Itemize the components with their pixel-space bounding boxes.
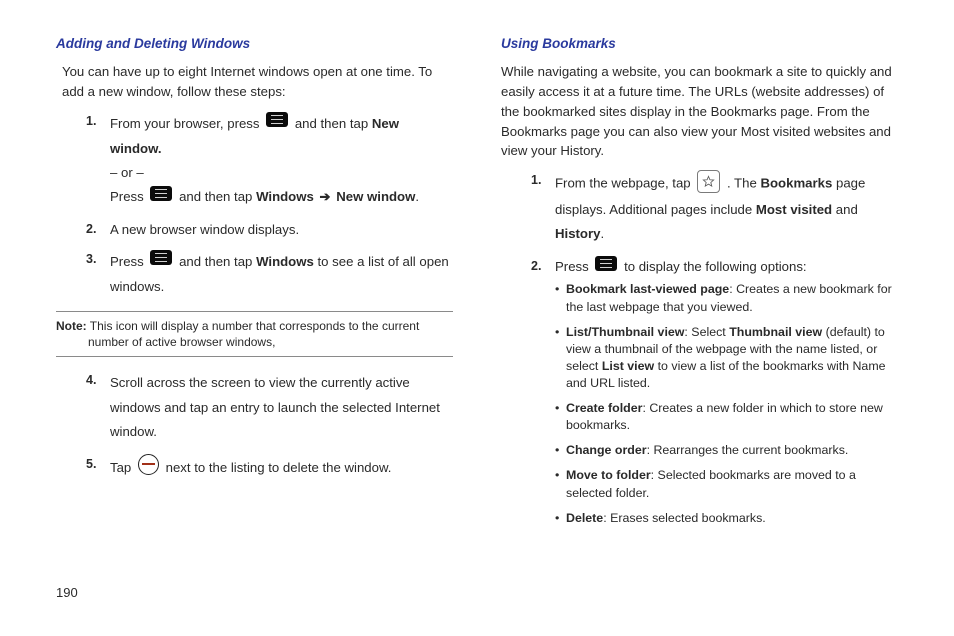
note-block: Note: This icon will display a number th… xyxy=(56,311,453,357)
steps-left-continued: 4. Scroll across the screen to view the … xyxy=(86,371,453,481)
bookmark-star-icon xyxy=(697,170,720,196)
step-4-body: Scroll across the screen to view the cur… xyxy=(110,371,453,444)
bullet-delete: Delete: Erases selected bookmarks. xyxy=(555,510,898,527)
manual-page: Adding and Deleting Windows You can have… xyxy=(0,0,954,636)
step-2-body: A new browser window displays. xyxy=(110,222,299,237)
step-1: 1. From the webpage, tap . The Bookmarks… xyxy=(531,171,898,246)
text: Press xyxy=(110,254,144,269)
windows-label: Windows xyxy=(256,189,314,204)
bullet-bookmark-last: Bookmark last-viewed page: Creates a new… xyxy=(555,281,898,315)
text: . xyxy=(600,226,604,241)
heading-using-bookmarks: Using Bookmarks xyxy=(501,34,898,54)
step-1-body: From the webpage, tap . The Bookmarks pa… xyxy=(555,171,898,246)
bullet-move-to-folder: Move to folder: Selected bookmarks are m… xyxy=(555,467,898,501)
step-number: 2. xyxy=(86,220,96,239)
menu-icon xyxy=(150,185,172,209)
text: . The xyxy=(727,176,757,191)
text: From the webpage, tap xyxy=(555,176,691,191)
text: and then tap xyxy=(179,254,252,269)
bookmarks-label: Bookmarks xyxy=(760,176,832,191)
bullet-text: : Erases selected bookmarks. xyxy=(603,511,766,525)
text: to display the following options: xyxy=(624,259,807,274)
menu-icon xyxy=(150,249,172,273)
step-1-body: From your browser, press and then tap Ne… xyxy=(110,112,453,210)
text: From your browser, press xyxy=(110,116,260,131)
step-3-body: Press and then tap Windows to see a list… xyxy=(110,250,453,299)
step-2: 2. A new browser window displays. xyxy=(86,220,453,240)
bullet-create-folder: Create folder: Creates a new folder in w… xyxy=(555,400,898,434)
text: and then tap xyxy=(179,189,252,204)
text: Press xyxy=(555,259,589,274)
close-icon xyxy=(138,454,159,481)
step-number: 1. xyxy=(531,171,541,190)
step-number: 5. xyxy=(86,455,96,474)
menu-icon xyxy=(595,256,617,277)
text: next to the listing to delete the window… xyxy=(166,460,392,475)
intro-right: While navigating a website, you can book… xyxy=(501,62,898,161)
bullet-text: : Rearranges the current bookmarks. xyxy=(647,443,849,457)
note-body: Note: This icon will display a number th… xyxy=(56,318,453,350)
bullet-bold: Create folder xyxy=(566,401,642,415)
most-visited-label: Most visited xyxy=(756,202,832,217)
text: and xyxy=(836,202,858,217)
bullet-bold: Move to folder xyxy=(566,468,651,482)
arrow-icon: ➔ xyxy=(320,185,331,209)
left-column: Adding and Deleting Windows You can have… xyxy=(56,34,453,580)
thumbnail-view-label: Thumbnail view xyxy=(729,325,822,339)
steps-left: 1. From your browser, press and then tap… xyxy=(86,112,453,299)
new-window-label: New window xyxy=(336,189,415,204)
step-number: 4. xyxy=(86,371,96,390)
menu-icon xyxy=(266,111,288,135)
step-number: 2. xyxy=(531,257,541,276)
heading-adding-deleting-windows: Adding and Deleting Windows xyxy=(56,34,453,54)
bullet-text: : Select xyxy=(684,325,729,339)
step-1: 1. From your browser, press and then tap… xyxy=(86,112,453,210)
note-text: This icon will display a number that cor… xyxy=(88,319,419,349)
steps-right: 1. From the webpage, tap . The Bookmarks… xyxy=(531,171,898,526)
history-label: History xyxy=(555,226,600,241)
list-view-label: List view xyxy=(602,359,654,373)
or-separator: – or – xyxy=(110,165,144,180)
step-4: 4. Scroll across the screen to view the … xyxy=(86,371,453,444)
step-3: 3. Press and then tap Windows to see a l… xyxy=(86,250,453,299)
note-label: Note: xyxy=(56,319,87,333)
text: Tap xyxy=(110,460,131,475)
page-columns: Adding and Deleting Windows You can have… xyxy=(0,0,954,600)
bullet-bold: Bookmark last-viewed page xyxy=(566,282,729,296)
bullet-bold: Delete xyxy=(566,511,603,525)
text: and then tap xyxy=(295,116,368,131)
right-column: Using Bookmarks While navigating a websi… xyxy=(501,34,898,580)
step-number: 1. xyxy=(86,112,96,131)
windows-label: Windows xyxy=(256,254,314,269)
bullet-bold: Change order xyxy=(566,443,647,457)
step-5-body: Tap next to the listing to delete the wi… xyxy=(110,455,453,482)
step-2-body: Press to display the following options: xyxy=(555,257,898,278)
page-number: 190 xyxy=(56,585,78,600)
step-5: 5. Tap next to the listing to delete the… xyxy=(86,455,453,482)
step-number: 3. xyxy=(86,250,96,269)
intro-left: You can have up to eight Internet window… xyxy=(62,62,453,102)
text: . xyxy=(415,189,419,204)
bullet-list-thumbnail: List/Thumbnail view: Select Thumbnail vi… xyxy=(555,324,898,392)
text: Press xyxy=(110,189,144,204)
bullet-bold: List/Thumbnail view xyxy=(566,325,684,339)
bullet-change-order: Change order: Rearranges the current boo… xyxy=(555,442,898,459)
step-2: 2. Press to display the following option… xyxy=(531,257,898,527)
options-bullets: Bookmark last-viewed page: Creates a new… xyxy=(555,281,898,526)
